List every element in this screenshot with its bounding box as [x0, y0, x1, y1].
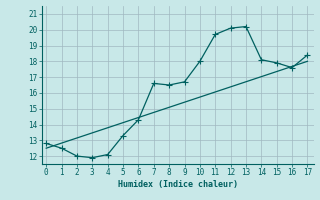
X-axis label: Humidex (Indice chaleur): Humidex (Indice chaleur) — [118, 180, 237, 189]
